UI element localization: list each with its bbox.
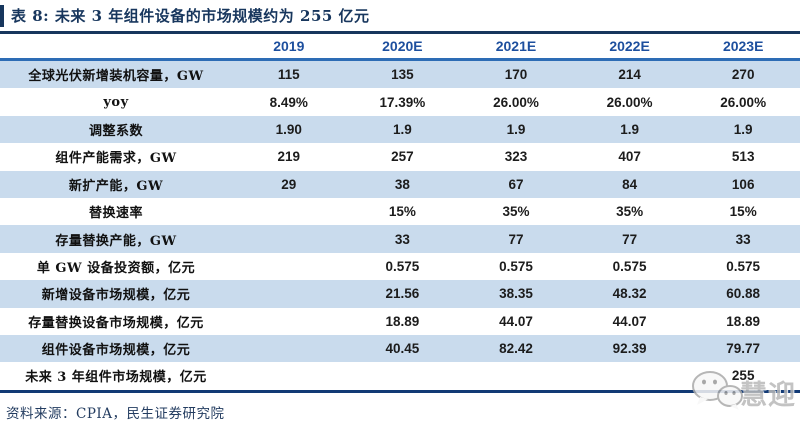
table-row: 组件设备市场规模，亿元 40.45 82.42 92.39 79.77 [0, 334, 800, 363]
header-year-2020E: 2020E [345, 34, 460, 61]
cell-2020E: 18.89 [385, 313, 420, 329]
cell-2022E: 92.39 [612, 341, 647, 357]
market-size-table: 2019 2020E 2021E 2022E 2023E 全球光伏新增装机容量，GW 11… [0, 34, 800, 390]
cell-2022E: 84 [622, 176, 638, 192]
table-row: 单 GW 设备投资额，亿元 0.575 0.575 0.575 0.575 [0, 253, 800, 280]
cell-2019 [232, 198, 346, 225]
cell-2019: 8.49% [269, 94, 308, 110]
cell-2022E: 214 [618, 67, 641, 83]
table-row: 新扩产能，GW 29 38 67 84 106 [0, 170, 800, 198]
row-label: 未来 3 年组件市场规模，亿元 [25, 370, 207, 386]
cell-2021E: 0.575 [499, 258, 533, 274]
table-row: 全球光伏新增装机容量，GW 115 135 170 214 270 [0, 59, 800, 89]
table-row: 新增设备市场规模，亿元 21.56 38.35 48.32 60.88 [0, 280, 800, 308]
source-note: 资料来源：CPIA，民生证券研究院 [6, 405, 225, 422]
cell-2019 [232, 335, 346, 362]
cell-2021E: 77 [508, 231, 524, 247]
table-row: 存量替换产能，GW 33 77 77 33 [0, 225, 800, 253]
title-accent-bar [0, 4, 4, 27]
row-label: 组件产能需求，GW [55, 151, 177, 167]
cell-2021E: 44.07 [499, 313, 533, 329]
cell-2023E: 255 [731, 368, 755, 384]
cell-2019 [232, 280, 346, 307]
cell-2019: 219 [277, 149, 301, 165]
cell-2020E: 0.575 [385, 258, 420, 274]
row-label: 单 GW 设备投资额，亿元 [36, 260, 196, 276]
cell-2020E: 135 [391, 67, 414, 83]
cell-2022E: 77 [622, 231, 638, 247]
header-year-2023E: 2023E [686, 34, 800, 61]
cell-2019 [232, 308, 346, 335]
header-year-2019: 2019 [232, 34, 346, 61]
header-year-2022E: 2022E [572, 34, 687, 61]
cell-2023E: 60.88 [726, 286, 761, 302]
cell-2021E: 35% [502, 204, 530, 220]
table-header-row: 2019 2020E 2021E 2022E 2023E [0, 34, 800, 61]
row-label: 全球光伏新增装机容量，GW [28, 69, 204, 85]
cell-2021E [459, 362, 573, 389]
cell-2020E: 40.45 [385, 341, 420, 357]
cell-2020E: 257 [391, 149, 414, 165]
cell-2023E: 15% [729, 204, 757, 220]
cell-2019 [232, 362, 346, 389]
cell-2020E: 15% [388, 204, 416, 220]
cell-2023E: 106 [731, 176, 755, 192]
cell-2022E: 0.575 [612, 258, 647, 274]
cell-2022E: 44.07 [612, 313, 647, 329]
row-label: 存量替换设备市场规模，亿元 [28, 315, 204, 331]
cell-2021E: 323 [504, 149, 528, 165]
header-label-placeholder [0, 34, 232, 61]
table-row: 未来 3 年组件市场规模，亿元 255 [0, 362, 800, 389]
cell-2019: 115 [277, 67, 300, 83]
cell-2022E: 1.9 [620, 121, 639, 137]
cell-2020E: 21.56 [385, 286, 420, 302]
table-row: 调整系数 1.90 1.9 1.9 1.9 1.9 [0, 115, 800, 144]
cell-2022E: 26.00% [606, 94, 653, 110]
cell-2021E: 170 [504, 67, 528, 83]
cell-2022E: 48.32 [612, 286, 647, 302]
cell-2021E: 82.42 [499, 341, 533, 357]
header-year-2021E: 2021E [459, 34, 573, 61]
table-row: yoy 8.49% 17.39% 26.00% 26.00% 26.00% [0, 88, 800, 115]
cell-2021E: 38.35 [499, 286, 533, 302]
cell-2022E [573, 362, 687, 389]
table-bottom-rule [0, 389, 800, 393]
cell-2020E: 33 [394, 231, 410, 247]
cell-2023E: 33 [735, 231, 751, 247]
cell-2021E: 26.00% [493, 94, 539, 110]
table-row: 存量替换设备市场规模，亿元 18.89 44.07 44.07 18.89 [0, 308, 800, 335]
cell-2023E: 79.77 [726, 341, 761, 357]
cell-2021E: 67 [508, 176, 524, 192]
cell-2023E: 0.575 [726, 258, 761, 274]
cell-2020E: 38 [394, 176, 410, 192]
cell-2023E: 26.00% [720, 94, 767, 110]
row-label: 新增设备市场规模，亿元 [41, 288, 191, 304]
cell-2021E: 1.9 [506, 121, 526, 137]
cell-2020E [346, 362, 460, 389]
cell-2023E: 18.89 [726, 313, 761, 329]
table-title-block: 表 8: 未来 3 年组件设备的市场规模约为 255 亿元 [0, 0, 800, 34]
table-row: 组件产能需求，GW 219 257 323 407 513 [0, 143, 800, 170]
cell-2022E: 407 [618, 149, 641, 165]
row-label: 新扩产能，GW [68, 178, 164, 194]
row-label: 调整系数 [88, 123, 143, 139]
table-title: 表 8: 未来 3 年组件设备的市场规模约为 255 亿元 [11, 7, 370, 25]
cell-2019: 1.90 [275, 121, 302, 137]
cell-2023E: 1.9 [733, 121, 753, 137]
table-row: 替换速率 15% 35% 35% 15% [0, 198, 800, 225]
cell-2022E: 35% [616, 204, 644, 220]
row-label: 组件设备市场规模，亿元 [41, 343, 191, 359]
cell-2020E: 17.39% [379, 94, 426, 110]
cell-2023E: 270 [731, 67, 755, 83]
cell-2020E: 1.9 [393, 121, 412, 137]
row-label: 存量替换产能，GW [55, 233, 177, 249]
cell-2019 [232, 225, 346, 252]
cell-2019 [232, 253, 346, 280]
cell-2023E: 513 [731, 149, 755, 165]
row-label: 替换速率 [88, 206, 143, 222]
cell-2019: 29 [281, 176, 297, 192]
row-label: yoy [103, 94, 129, 110]
